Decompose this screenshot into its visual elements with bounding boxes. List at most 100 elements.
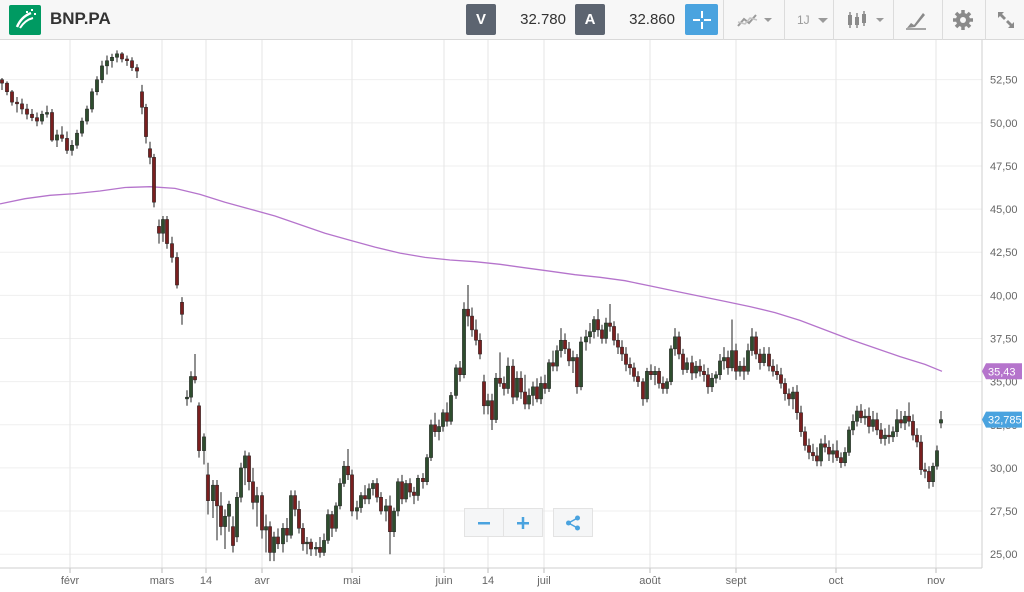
candle bbox=[85, 105, 89, 125]
candle bbox=[478, 333, 482, 360]
expand-button[interactable] bbox=[996, 6, 1016, 34]
candle bbox=[923, 462, 927, 479]
candle bbox=[470, 307, 474, 337]
expand-icon bbox=[998, 12, 1014, 28]
candle bbox=[657, 367, 661, 389]
y-tick-label: 25,00 bbox=[990, 549, 1018, 561]
candle bbox=[575, 354, 579, 394]
candle bbox=[247, 452, 251, 491]
candle bbox=[130, 57, 134, 72]
candle bbox=[334, 502, 338, 532]
candle bbox=[875, 412, 879, 436]
candle bbox=[40, 110, 44, 125]
ma-value-tag: 35,43 bbox=[982, 363, 1022, 380]
buy-button[interactable]: A bbox=[575, 4, 605, 35]
y-tick-label: 52,50 bbox=[990, 75, 1018, 87]
y-tick-label: 37,50 bbox=[990, 334, 1018, 346]
candle bbox=[685, 357, 689, 374]
candle bbox=[616, 333, 620, 355]
candle bbox=[318, 536, 322, 558]
candle bbox=[754, 331, 758, 360]
plus-icon bbox=[517, 516, 529, 529]
candle bbox=[416, 474, 420, 501]
chart-type-button[interactable] bbox=[737, 6, 773, 34]
candle bbox=[551, 350, 555, 372]
candle bbox=[791, 386, 795, 410]
x-tick-label: août bbox=[639, 575, 660, 587]
candle bbox=[276, 528, 280, 550]
candle bbox=[157, 219, 161, 244]
candle bbox=[612, 321, 616, 346]
candle bbox=[251, 467, 255, 510]
candle bbox=[412, 486, 416, 505]
candle bbox=[90, 88, 94, 113]
candle bbox=[392, 507, 396, 537]
candle bbox=[144, 103, 148, 144]
candle bbox=[281, 523, 285, 553]
share-icon bbox=[566, 515, 580, 530]
candle bbox=[839, 452, 843, 468]
candle bbox=[363, 485, 367, 505]
candle bbox=[677, 331, 681, 360]
draw-button[interactable] bbox=[905, 6, 927, 34]
candle bbox=[563, 333, 567, 355]
zoom-out-button[interactable] bbox=[464, 508, 504, 537]
sell-button[interactable]: V bbox=[466, 4, 496, 35]
candle bbox=[35, 112, 39, 127]
candle bbox=[604, 317, 608, 344]
share-button[interactable] bbox=[553, 508, 593, 537]
candle bbox=[100, 60, 104, 84]
zoom-in-button[interactable] bbox=[503, 508, 543, 537]
candle bbox=[197, 402, 201, 458]
x-tick-label: févr bbox=[61, 575, 80, 587]
candle bbox=[815, 447, 819, 467]
candle bbox=[879, 423, 883, 444]
candle bbox=[939, 410, 943, 429]
candle bbox=[330, 511, 334, 537]
candle bbox=[359, 492, 363, 513]
candle bbox=[899, 410, 903, 429]
candle bbox=[110, 53, 114, 68]
candle bbox=[211, 480, 215, 518]
candle bbox=[206, 462, 210, 515]
candle bbox=[787, 388, 791, 406]
candle bbox=[871, 410, 875, 432]
price-chart[interactable]: 52,50 50,00 47,50 45,00 42,50 40,00 37,50 35,00… bbox=[0, 40, 1024, 592]
candle bbox=[511, 359, 515, 405]
candle bbox=[148, 141, 152, 165]
candles-button[interactable] bbox=[846, 6, 886, 34]
candle bbox=[600, 324, 604, 344]
candle bbox=[429, 419, 433, 462]
candle bbox=[260, 492, 264, 539]
candle bbox=[193, 354, 197, 384]
candle bbox=[535, 378, 539, 403]
candle bbox=[437, 419, 441, 441]
candle bbox=[140, 84, 144, 115]
logo-icon bbox=[9, 5, 41, 35]
candle bbox=[681, 348, 685, 375]
x-tick-label: 14 bbox=[200, 575, 212, 587]
settings-button[interactable] bbox=[952, 6, 974, 34]
candle bbox=[620, 340, 624, 361]
candle bbox=[285, 517, 289, 543]
candle bbox=[831, 443, 835, 463]
candle bbox=[170, 236, 174, 263]
buy-price[interactable]: 32.860 bbox=[605, 4, 683, 35]
candle bbox=[903, 410, 907, 430]
candle bbox=[811, 443, 815, 462]
timeframe-dropdown[interactable]: 1J bbox=[797, 6, 830, 34]
candle bbox=[445, 402, 449, 427]
crosshair-button[interactable] bbox=[685, 4, 718, 35]
candle bbox=[255, 486, 259, 527]
candle bbox=[272, 531, 276, 562]
candle bbox=[70, 140, 74, 156]
chart-type-icon bbox=[737, 14, 772, 27]
candle bbox=[775, 364, 779, 380]
candle bbox=[767, 347, 771, 372]
candle bbox=[915, 428, 919, 448]
candle bbox=[883, 428, 887, 446]
candle bbox=[927, 466, 931, 489]
sell-price[interactable]: 32.780 bbox=[496, 4, 574, 35]
candle bbox=[25, 103, 29, 120]
candle bbox=[10, 90, 14, 106]
